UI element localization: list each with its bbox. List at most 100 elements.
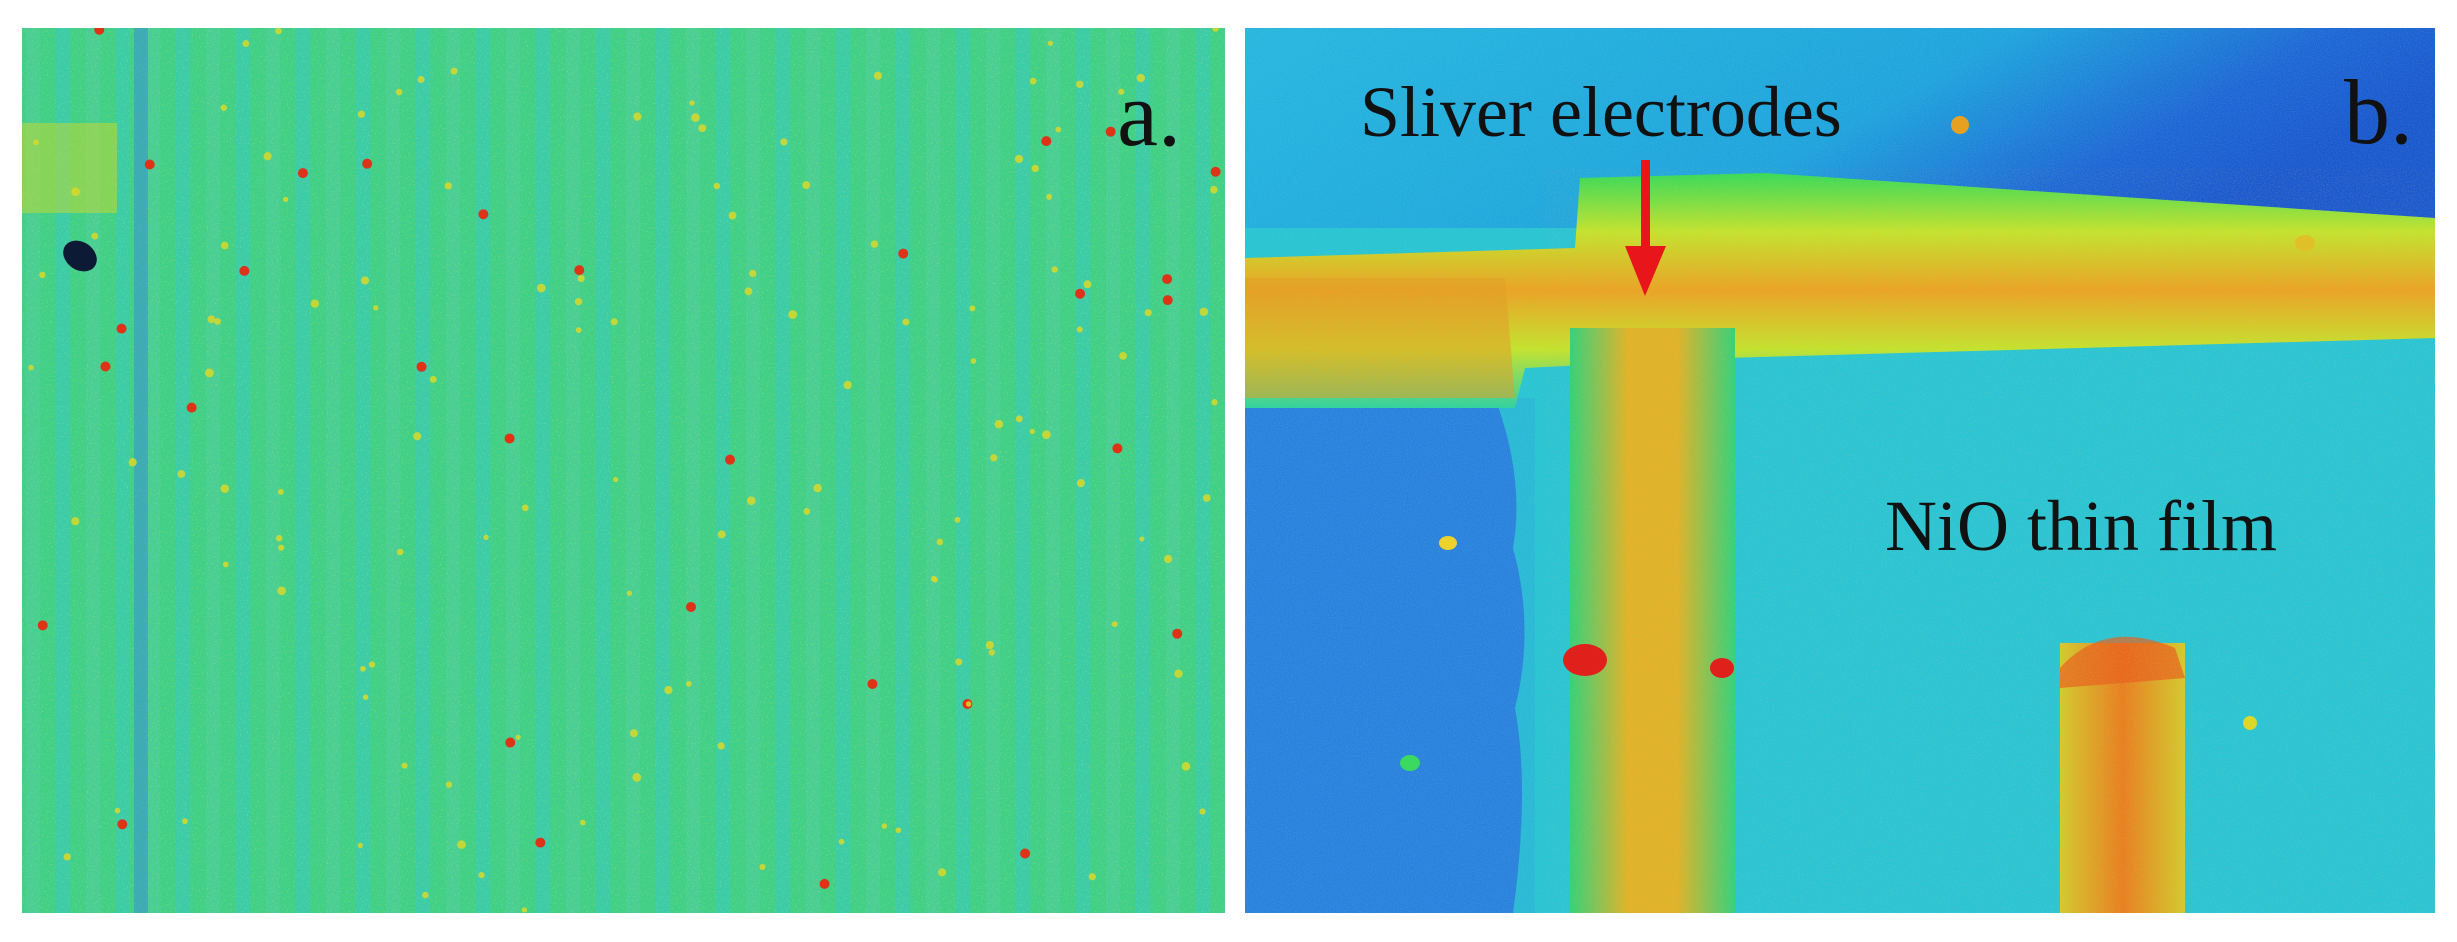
panel-a-spot <box>574 265 585 276</box>
panel-a-spot <box>990 454 998 462</box>
panel-a-spot <box>521 907 528 913</box>
panel-a-spot <box>759 863 766 871</box>
panel-a-spot <box>610 318 618 326</box>
panel-a-spot <box>450 67 458 75</box>
panel-a-spot <box>1075 288 1086 299</box>
panel-a-spot <box>478 209 489 220</box>
panel-a-heatmap <box>22 28 1225 913</box>
panel-a-spot <box>577 275 585 283</box>
panel-a-spot <box>360 665 366 672</box>
panel-a-spot <box>297 168 308 179</box>
panel-a-spot <box>39 271 46 279</box>
panel-a-spot <box>937 868 947 877</box>
panel-a-spot <box>744 287 753 296</box>
panel-a-spot <box>128 458 137 467</box>
panel-a-spot <box>813 483 822 493</box>
panel-b-image: b. Sliver electrodes NiO thin film <box>1245 28 2435 913</box>
panel-a-spot <box>1112 443 1123 454</box>
panel-a-spot <box>444 182 452 190</box>
panel-a-spot <box>114 807 121 814</box>
panel-a-spot <box>689 100 695 106</box>
panel-a-spot <box>368 661 376 668</box>
panel-a-spot <box>360 276 370 285</box>
panel-a-spot <box>357 110 366 118</box>
panel-a-spot <box>713 182 721 190</box>
panel-a-spot <box>362 694 369 700</box>
panel-a-spot <box>28 364 34 371</box>
panel-a-spot <box>417 75 425 84</box>
panel-a-spot <box>91 232 99 240</box>
film-annotation: NiO thin film <box>1885 486 2277 566</box>
panel-a-spot <box>870 240 879 248</box>
panel-b-label: b. <box>2344 61 2413 163</box>
panel-a-spot <box>222 561 229 568</box>
panel-a-spot <box>895 827 902 834</box>
panel-a-spot <box>1083 280 1092 289</box>
panel-a-spot <box>1031 164 1039 173</box>
panel-a-spots <box>28 28 1221 913</box>
panel-a-spot <box>413 432 422 441</box>
panel-a-spot <box>698 124 707 133</box>
panel-a-label: a. <box>1117 63 1181 165</box>
panel-a-spot <box>207 315 216 324</box>
panel-a-spot <box>1136 73 1145 83</box>
panel-a-spot <box>898 248 909 259</box>
panel-a-spot <box>1119 351 1127 360</box>
panel-b-defect-2 <box>1710 658 1734 678</box>
panel-a-spot <box>633 112 642 121</box>
panel-a-spot <box>1051 266 1058 273</box>
panel-a-spot <box>717 530 726 539</box>
panel-a-spot <box>275 534 283 542</box>
panel-a-spot <box>955 658 963 666</box>
panel-a-spot <box>275 28 282 35</box>
panel-a-spot <box>117 819 128 830</box>
panel-b-heatmap <box>1245 28 2435 913</box>
panel-a-spot <box>278 544 285 551</box>
panel-a-spot <box>1199 307 1209 316</box>
panel-a-spot <box>63 853 71 861</box>
panel-a-image: a. <box>22 28 1225 913</box>
panel-a-spot <box>988 649 995 656</box>
panel-a-spot <box>1202 494 1211 502</box>
panel-a-spot <box>632 772 642 782</box>
panel-a-spot <box>691 113 700 122</box>
panel-a-spot <box>373 305 379 311</box>
panel-a-spot <box>1076 326 1083 333</box>
panel-a-spot <box>242 40 250 48</box>
panel-a-spot <box>396 548 404 556</box>
panel-a-spot <box>749 269 757 278</box>
panel-a-spot <box>1014 154 1024 164</box>
panel-a-spot <box>788 310 798 319</box>
panel-a-spot <box>1144 309 1152 317</box>
panel-a-spot <box>838 838 845 845</box>
panel-a-spot <box>1020 848 1031 859</box>
panel-a-spot <box>969 305 976 312</box>
panel-a-spot <box>116 323 127 334</box>
panel-b-defect-5 <box>1400 755 1420 771</box>
panel-a-spot <box>803 507 811 515</box>
panel-b-defect-4 <box>1439 536 1457 550</box>
panel-a-spot <box>728 211 737 220</box>
panel-a-spot <box>362 158 373 169</box>
panel-a-spot <box>867 678 878 689</box>
panel-a-spot <box>310 299 320 308</box>
panel-a-spot <box>686 601 697 612</box>
panel-a-spot <box>1199 808 1206 815</box>
panel-a-spot <box>932 577 938 583</box>
panel-a-spot <box>71 187 80 197</box>
panel-a-spot <box>819 878 830 889</box>
panel-a-spot <box>478 871 485 879</box>
panel-a-spot <box>902 318 910 326</box>
panel-a-spot <box>535 837 546 848</box>
panel-a-spot <box>1111 621 1118 628</box>
panel-a-spot <box>186 402 197 413</box>
panel-b-defect-3 <box>1951 116 1969 134</box>
panel-a-spot <box>985 641 994 650</box>
panel-a-spot <box>277 488 284 495</box>
panel-a-spot <box>1076 80 1084 89</box>
panel-a-dark-column <box>134 28 148 913</box>
panel-a-spot <box>1041 136 1052 147</box>
panel-a-spot <box>873 71 882 80</box>
panel-a-spot <box>1076 479 1085 488</box>
panel-a-spot <box>685 680 692 687</box>
